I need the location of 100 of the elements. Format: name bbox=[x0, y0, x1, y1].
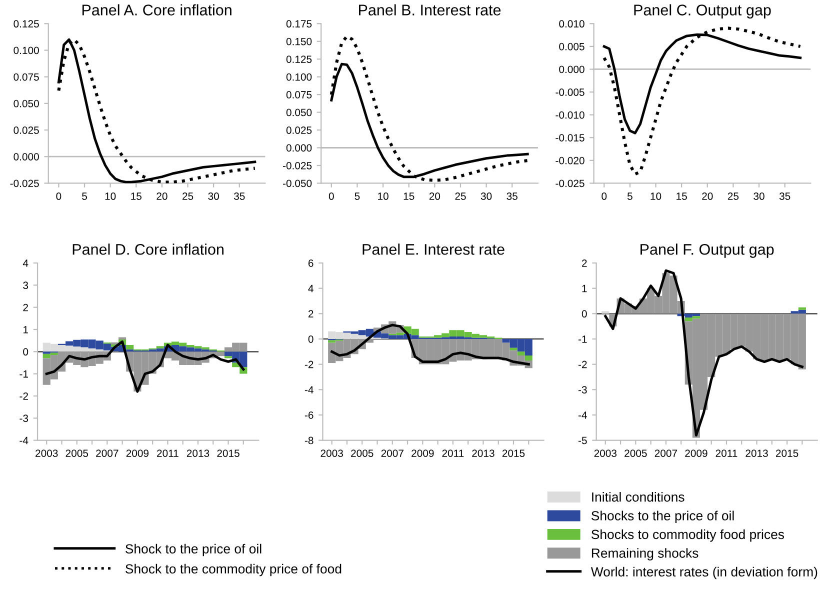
x-tick-label: 2007 bbox=[654, 450, 678, 457]
x-tick-label: 2013 bbox=[472, 450, 494, 457]
x-tick-label: 2005 bbox=[351, 450, 374, 457]
y-tick-label: 2 bbox=[23, 304, 28, 312]
y-tick-label: -2 bbox=[20, 392, 28, 400]
legend-label: Shocks to the price of oil bbox=[591, 510, 734, 524]
y-tick-label: -0.005 bbox=[556, 88, 584, 96]
x-tick-label: 0 bbox=[56, 192, 62, 200]
y-tick-label: 1 bbox=[582, 284, 587, 292]
x-tick-label: 2009 bbox=[126, 450, 149, 457]
chart-title: Panel F. Output gap bbox=[640, 244, 774, 258]
y-tick-label: 0 bbox=[582, 310, 587, 318]
y-tick-label: -4 bbox=[20, 436, 28, 444]
x-tick-label: 20 bbox=[429, 192, 440, 200]
x-tick-label: 0 bbox=[328, 192, 334, 200]
x-tick-label: 2009 bbox=[685, 450, 708, 457]
y-tick-label: -3 bbox=[20, 414, 28, 422]
x-tick-label: 0 bbox=[602, 192, 607, 200]
x-tick-label: 2015 bbox=[217, 450, 240, 457]
x-tick-label: 2003 bbox=[36, 450, 58, 457]
y-tick-label: 0.075 bbox=[286, 91, 312, 98]
x-tick-label: 30 bbox=[480, 192, 492, 200]
x-tick-label: 2011 bbox=[442, 450, 464, 457]
legend-label: World: interest rates (in deviation form) bbox=[590, 566, 818, 580]
y-tick-label: 0.150 bbox=[286, 38, 312, 46]
y-tick-label: 0.100 bbox=[14, 46, 39, 54]
y-tick-label: -0.020 bbox=[556, 156, 584, 164]
x-tick-label: 5 bbox=[627, 192, 632, 200]
y-tick-label: 0.005 bbox=[559, 42, 584, 50]
x-tick-label: 2011 bbox=[157, 450, 178, 457]
x-tick-label: 5 bbox=[82, 192, 87, 200]
x-tick-label: 25 bbox=[455, 192, 466, 200]
y-tick-label: -1 bbox=[578, 336, 587, 343]
y-tick-label: 0.175 bbox=[286, 20, 312, 28]
y-tick-label: -6 bbox=[304, 411, 314, 419]
y-tick-label: 6 bbox=[308, 259, 314, 267]
y-tick-label: -0.015 bbox=[556, 134, 584, 142]
x-tick-label: 10 bbox=[105, 192, 116, 200]
y-tick-label: -2 bbox=[578, 360, 587, 368]
x-tick-label: 35 bbox=[506, 192, 518, 200]
y-tick-label: -8 bbox=[304, 436, 314, 444]
x-tick-label: 30 bbox=[208, 192, 219, 200]
x-tick-label: 2003 bbox=[320, 450, 343, 457]
x-tick-label: 25 bbox=[728, 192, 739, 200]
legend-label: Initial conditions bbox=[592, 492, 684, 502]
y-tick-label: 0 bbox=[308, 335, 314, 343]
y-tick-label: 0.050 bbox=[286, 108, 312, 116]
y-tick-label: -4 bbox=[578, 412, 587, 419]
y-tick-label: 4 bbox=[22, 260, 28, 267]
y-tick-label: 0.100 bbox=[286, 73, 312, 81]
x-tick-label: 10 bbox=[378, 192, 388, 200]
y-tick-label: -3 bbox=[578, 386, 587, 394]
chart-title: Panel D. Core inflation bbox=[72, 244, 224, 255]
x-tick-label: 2007 bbox=[381, 450, 404, 457]
chart-title: Panel E. Interest rate bbox=[362, 244, 504, 255]
x-tick-label: 30 bbox=[754, 192, 764, 200]
x-tick-label: 20 bbox=[156, 192, 168, 200]
y-tick-label: 0.075 bbox=[14, 73, 39, 81]
x-tick-label: 2015 bbox=[502, 450, 525, 457]
x-tick-label: 2007 bbox=[96, 450, 118, 457]
y-tick-label: 1 bbox=[24, 326, 28, 334]
y-tick-label: -4 bbox=[304, 386, 314, 394]
y-tick-label: -2 bbox=[304, 360, 314, 368]
y-tick-label: -1 bbox=[20, 370, 28, 378]
x-tick-label: 35 bbox=[234, 192, 245, 200]
y-tick-label: 0 bbox=[23, 348, 28, 356]
x-tick-label: 10 bbox=[650, 192, 662, 200]
x-tick-label: 15 bbox=[404, 192, 414, 200]
x-tick-label: 20 bbox=[702, 192, 713, 200]
x-tick-label: 2015 bbox=[776, 450, 798, 457]
chart-title: Panel B. Interest rate bbox=[359, 4, 501, 16]
x-tick-label: 15 bbox=[131, 192, 142, 200]
y-tick-label: -5 bbox=[578, 436, 587, 444]
y-tick-label: 4 bbox=[308, 284, 314, 292]
legend-label: Remaining shocks bbox=[592, 548, 698, 560]
x-tick-label: 25 bbox=[182, 192, 194, 200]
y-tick-label: -0.025 bbox=[556, 180, 584, 188]
x-tick-label: 5 bbox=[354, 192, 360, 200]
y-tick-label: 2 bbox=[308, 310, 314, 318]
x-tick-label: 2005 bbox=[66, 450, 88, 457]
y-tick-label: 0.025 bbox=[286, 126, 312, 134]
legend-label: Shock to the price of oil bbox=[126, 544, 262, 556]
y-tick-label: 0.050 bbox=[14, 100, 39, 108]
x-tick-label: 2013 bbox=[186, 450, 210, 457]
x-tick-label: 35 bbox=[779, 192, 790, 200]
y-tick-label: -0.050 bbox=[282, 180, 312, 188]
y-tick-label: 0.010 bbox=[559, 20, 584, 28]
y-tick-label: 0.125 bbox=[286, 56, 312, 63]
chart-title: Panel C. Output gap bbox=[634, 4, 771, 18]
x-tick-label: 2005 bbox=[624, 450, 647, 457]
x-tick-label: 2009 bbox=[412, 450, 434, 457]
x-tick-label: 2003 bbox=[594, 450, 617, 457]
x-tick-label: 15 bbox=[676, 192, 687, 200]
y-tick-label: -0.025 bbox=[10, 180, 39, 188]
chart-title: Panel A. Core inflation bbox=[82, 4, 232, 16]
y-tick-label: 0.000 bbox=[14, 153, 39, 160]
x-tick-label: 2013 bbox=[746, 450, 768, 457]
y-tick-label: -0.025 bbox=[282, 162, 312, 170]
legend-label: Shock to the commodity price of food bbox=[126, 564, 342, 576]
y-tick-label: 2 bbox=[582, 259, 587, 267]
